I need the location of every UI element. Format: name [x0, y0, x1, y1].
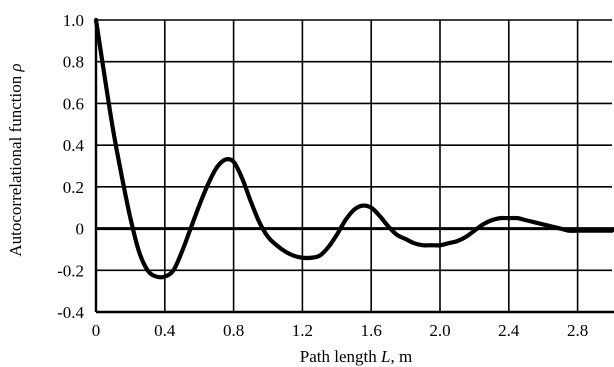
data-series — [93, 17, 614, 280]
y-tick-label: 0.6 — [63, 94, 84, 113]
y-tick-label: 0.2 — [63, 178, 84, 197]
x-tick-labels: 0 0.4 0.8 1.2 1.6 2.0 2.4 2.8 — [92, 321, 588, 340]
y-tick-label: 0 — [76, 220, 85, 239]
x-tick-label: 0 — [92, 321, 101, 340]
y-tick-label: -0.2 — [57, 261, 84, 280]
x-tick-label: 1.6 — [361, 321, 382, 340]
y-tick-label: 1.0 — [63, 11, 84, 30]
grid — [96, 20, 612, 312]
plot-frame — [94, 19, 614, 314]
x-tick-label: 2.0 — [429, 321, 450, 340]
y-axis-label: Autocorrelational function ρ — [6, 63, 25, 256]
y-tick-label: 0.4 — [63, 136, 85, 155]
x-tick-label: 2.8 — [567, 321, 588, 340]
x-tick-label: 0.4 — [154, 321, 176, 340]
y-tick-label: 0.8 — [63, 53, 84, 72]
y-tick-labels: 1.0 0.8 0.6 0.4 0.2 0 -0.2 -0.4 — [57, 11, 84, 322]
y-tick-label: -0.4 — [57, 303, 84, 322]
series-line — [93, 17, 614, 280]
x-axis-label: Path length L, m — [300, 347, 412, 366]
x-tick-label: 2.4 — [498, 321, 520, 340]
x-tick-label: 1.2 — [292, 321, 313, 340]
x-tick-label: 0.8 — [223, 321, 244, 340]
